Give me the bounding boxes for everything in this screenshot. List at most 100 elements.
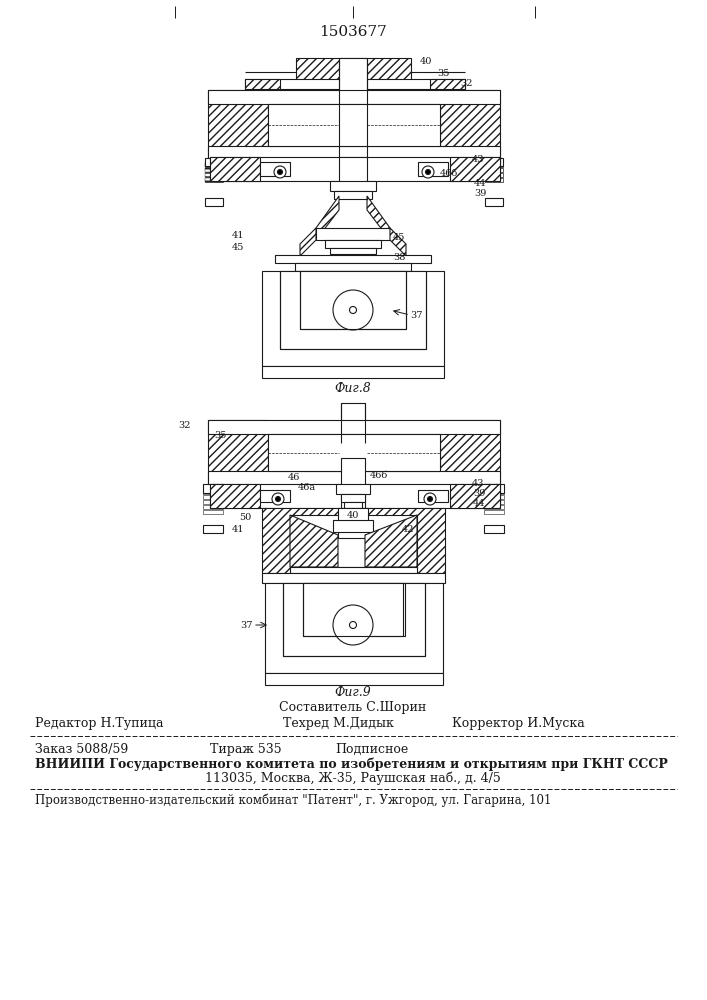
Bar [484, 500, 504, 504]
Bar [325, 240, 381, 248]
Text: Тираж 535: Тираж 535 [210, 742, 281, 756]
Bar [262, 573, 445, 583]
Bar [262, 508, 445, 573]
Bar [485, 198, 503, 206]
Text: 46б: 46б [370, 471, 388, 480]
Bar [485, 168, 503, 172]
Bar [203, 490, 223, 494]
Polygon shape [290, 515, 338, 567]
Bar [203, 500, 223, 504]
Bar [484, 495, 504, 499]
Bar [210, 157, 260, 181]
Text: 43: 43 [472, 155, 484, 164]
Text: 37: 37 [240, 620, 252, 630]
Text: 46б: 46б [440, 168, 458, 178]
Bar [450, 484, 500, 508]
Bar [333, 520, 373, 532]
Text: Редактор Н.Тупица: Редактор Н.Тупица [35, 718, 163, 730]
Bar [205, 168, 223, 172]
Bar [418, 490, 448, 502]
Bar [339, 157, 367, 197]
Text: 35: 35 [214, 430, 226, 440]
Circle shape [349, 621, 356, 629]
Text: Заказ 5088/59: Заказ 5088/59 [35, 742, 128, 756]
Bar [203, 510, 223, 514]
Text: 41: 41 [232, 231, 245, 239]
Bar [440, 90, 500, 160]
Text: 39: 39 [474, 190, 486, 198]
Text: ВНИИПИ Государственного комитета по изобретениям и открытиям при ГКНТ СССР: ВНИИПИ Государственного комитета по изоб… [35, 757, 668, 771]
Text: 35: 35 [437, 70, 450, 79]
Bar [210, 484, 260, 508]
Bar [203, 505, 223, 509]
Text: 43: 43 [472, 479, 484, 488]
Bar [336, 484, 370, 494]
Bar [290, 515, 417, 567]
Bar [485, 158, 503, 166]
Bar [205, 173, 223, 177]
Text: Корректор И.Муска: Корректор И.Муска [452, 718, 585, 730]
Bar [245, 79, 465, 89]
Bar [484, 525, 504, 533]
Bar [205, 173, 223, 177]
Bar [203, 525, 223, 533]
Bar [290, 567, 417, 573]
Text: 42: 42 [402, 526, 414, 534]
Text: 32: 32 [178, 420, 190, 430]
Bar [208, 146, 500, 160]
Polygon shape [390, 228, 406, 256]
Circle shape [274, 166, 286, 178]
Bar [275, 255, 431, 263]
Bar [283, 583, 425, 656]
Bar [485, 173, 503, 177]
Text: 41: 41 [232, 526, 245, 534]
Bar [208, 420, 268, 485]
Bar [260, 490, 290, 502]
Bar [205, 168, 223, 172]
Text: 40: 40 [347, 510, 359, 520]
Bar [280, 271, 426, 349]
Circle shape [333, 290, 373, 330]
Text: 50: 50 [239, 514, 251, 522]
Bar [205, 163, 223, 167]
Bar [265, 583, 443, 673]
Text: 46: 46 [288, 474, 300, 483]
Text: 38: 38 [393, 252, 405, 261]
Bar [260, 162, 290, 176]
Text: 44: 44 [473, 498, 486, 508]
Text: Производственно-издательский комбинат "Патент", г. Ужгород, ул. Гагарина, 101: Производственно-издательский комбинат "П… [35, 793, 551, 807]
Bar [296, 58, 411, 80]
Bar [208, 90, 500, 104]
Bar [205, 198, 223, 206]
Bar [205, 158, 223, 166]
Bar [484, 505, 504, 509]
Text: 46а: 46а [298, 483, 316, 491]
Bar [295, 263, 411, 271]
Text: 45: 45 [393, 233, 405, 242]
Text: Фиг.8: Фиг.8 [334, 381, 371, 394]
Bar [418, 162, 448, 176]
Bar [203, 484, 223, 493]
Bar [210, 157, 500, 181]
Bar [485, 178, 503, 182]
Circle shape [426, 169, 431, 174]
Bar [484, 490, 504, 494]
Bar [484, 510, 504, 514]
Bar [268, 104, 440, 146]
Bar [484, 484, 504, 493]
Bar [330, 248, 376, 254]
Text: 32: 32 [460, 79, 472, 88]
Bar [341, 403, 365, 443]
Circle shape [424, 493, 436, 505]
Bar [262, 366, 444, 378]
Bar [334, 191, 372, 199]
Bar [440, 420, 500, 485]
Bar [205, 178, 223, 182]
Text: 40: 40 [420, 57, 433, 66]
Polygon shape [300, 228, 316, 256]
Circle shape [278, 169, 283, 174]
Bar [330, 181, 376, 191]
Text: Подписное: Подписное [335, 742, 408, 756]
Bar [205, 163, 223, 167]
Text: 44: 44 [474, 180, 486, 188]
